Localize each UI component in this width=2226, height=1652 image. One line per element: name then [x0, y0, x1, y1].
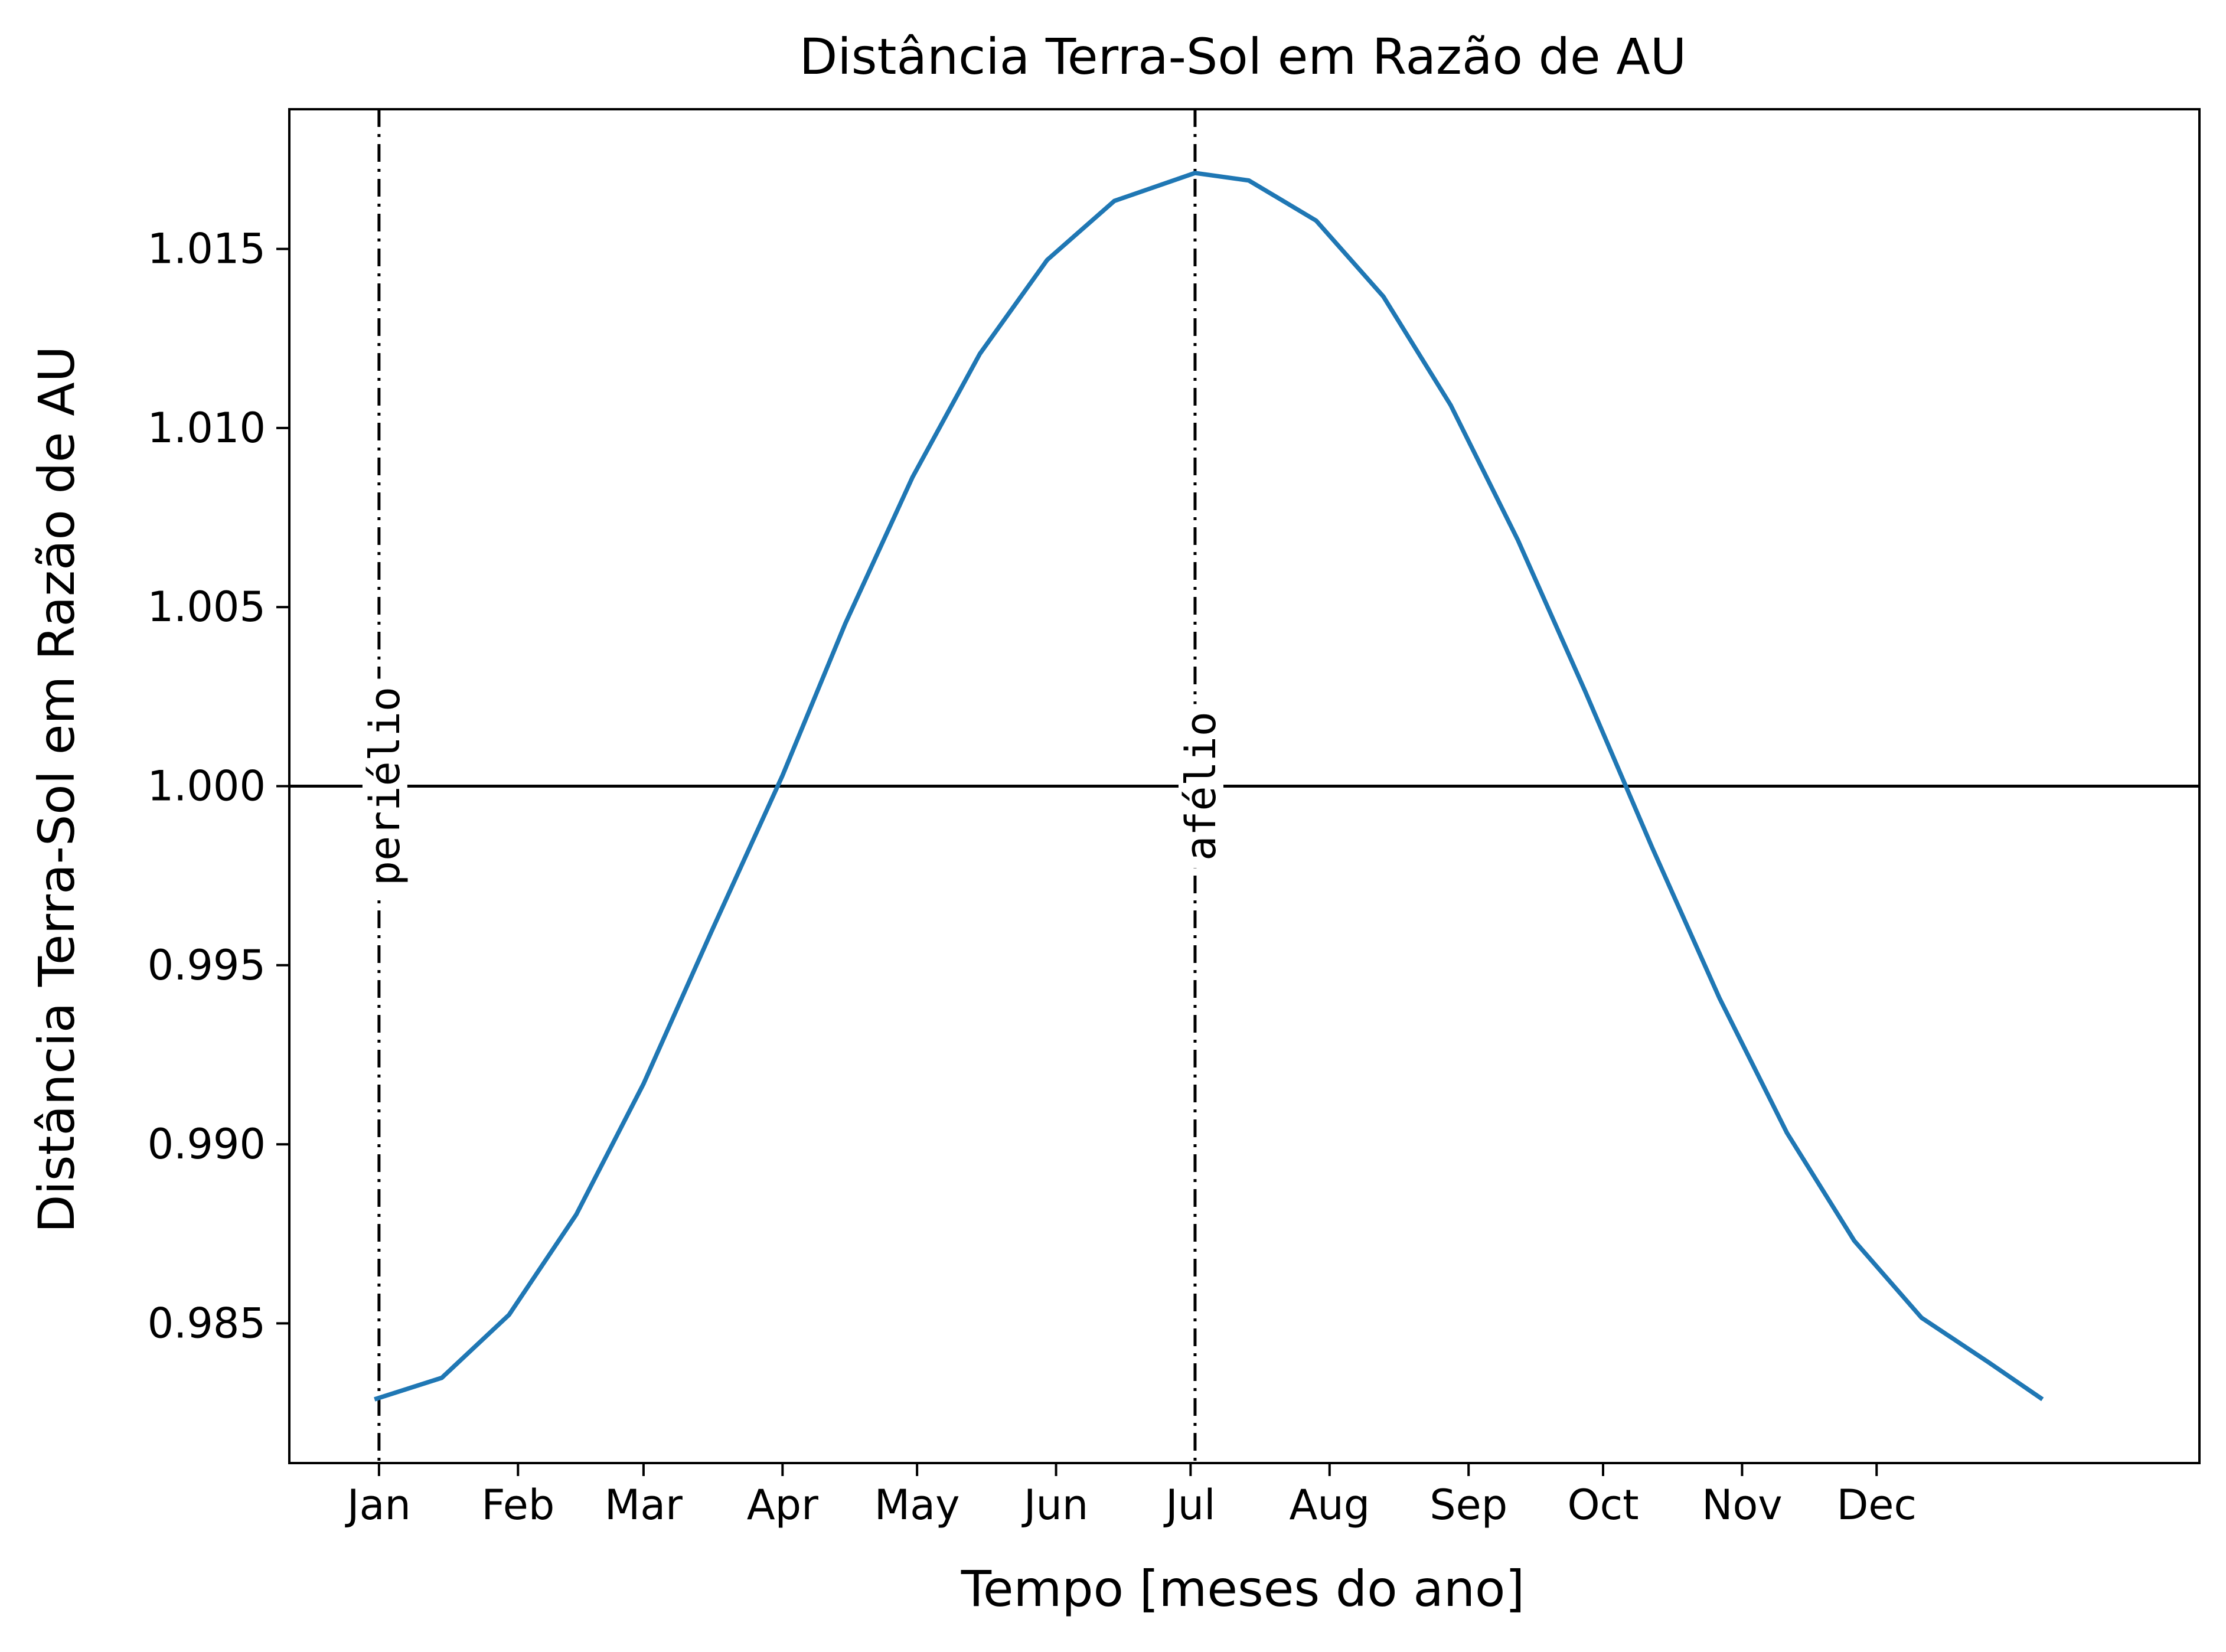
x-tick-label: Sep — [1429, 1481, 1507, 1529]
series-point — [1650, 846, 1654, 850]
x-tick-label: Aug — [1289, 1481, 1370, 1529]
series-point — [843, 622, 847, 626]
y-tick-label: 0.985 — [148, 1299, 266, 1347]
y-axis-label: Distância Terra-Sol em Razão de AU — [28, 346, 86, 1233]
x-tick-label: Jan — [345, 1481, 411, 1529]
series-point — [2041, 1398, 2045, 1402]
y-tick-label: 1.015 — [148, 225, 266, 273]
series-point — [1920, 1315, 1924, 1320]
series-point — [1852, 1239, 1856, 1243]
series-point — [1785, 1131, 1789, 1135]
x-tick-label: Nov — [1702, 1481, 1783, 1529]
series-point — [1583, 689, 1587, 693]
series-line — [374, 171, 2044, 1402]
x-tick-label: Oct — [1567, 1481, 1639, 1529]
x-tick-label: Mar — [605, 1481, 683, 1529]
series-point — [373, 1398, 377, 1402]
chart-title: Distância Terra-Sol em Razão de AU — [799, 28, 1686, 86]
series-point — [978, 352, 982, 356]
x-tick-label: Dec — [1837, 1481, 1917, 1529]
series-point — [1045, 258, 1049, 262]
annotation-label-perihelion: periélio — [361, 687, 409, 886]
series-point — [1381, 295, 1385, 299]
series-point — [1448, 403, 1453, 407]
annotation-label-aphelion: afélio — [1177, 711, 1225, 861]
series-point — [1314, 218, 1318, 223]
y-tick-label: 0.990 — [148, 1120, 266, 1168]
x-tick-label: Feb — [481, 1481, 554, 1529]
series-point — [1247, 178, 1251, 182]
x-axis-label: Tempo [meses do ano] — [961, 1560, 1525, 1618]
series-point — [641, 1082, 645, 1086]
x-tick-label: Jul — [1163, 1481, 1215, 1529]
x-tick-label: Jun — [1021, 1481, 1088, 1529]
series-point — [1987, 1360, 1991, 1364]
y-tick-label: 1.005 — [148, 583, 266, 631]
annotation-aphelion: afélio — [1177, 704, 1225, 869]
x-tick-label: May — [874, 1481, 960, 1529]
series-point — [1193, 171, 1197, 175]
series-point — [575, 1213, 579, 1217]
series-point — [1516, 538, 1520, 542]
series-point — [1112, 199, 1117, 203]
x-tick-label: Apr — [747, 1481, 818, 1529]
series-point — [709, 931, 713, 935]
series-point — [507, 1313, 511, 1317]
series-point — [910, 475, 915, 479]
annotation-box-perihelion — [362, 678, 407, 894]
y-tick-label: 1.010 — [148, 404, 266, 452]
annotation-perihelion: periélio — [361, 678, 409, 894]
y-tick-label: 1.000 — [148, 762, 266, 811]
series-point — [781, 773, 785, 778]
annotation-box-aphelion — [1178, 704, 1223, 869]
axes: Jan Feb Mar Apr May Jun Jul Aug Sep Oct Nov Dec 0.98… — [148, 108, 2201, 1529]
plot-area: periélio afélio — [289, 109, 2199, 1463]
series-point — [440, 1376, 444, 1380]
y-tick-label: 0.995 — [148, 941, 266, 990]
series-point — [1718, 997, 1722, 1001]
